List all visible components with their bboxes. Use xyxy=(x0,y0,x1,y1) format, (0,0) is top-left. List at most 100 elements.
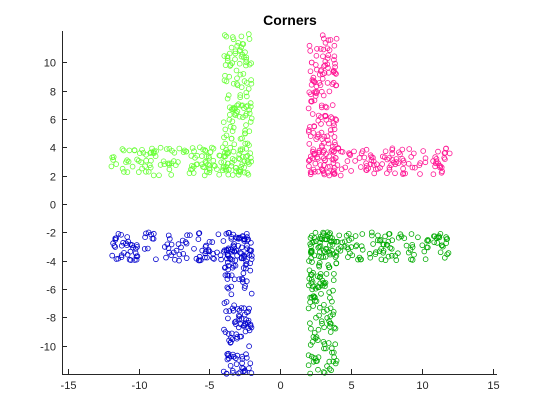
data-point xyxy=(339,149,346,155)
data-point xyxy=(372,251,379,258)
data-point xyxy=(244,245,250,252)
data-point xyxy=(222,264,229,271)
data-point xyxy=(224,284,231,291)
data-point xyxy=(245,319,251,326)
data-point xyxy=(322,62,328,68)
data-point xyxy=(220,248,227,255)
data-point xyxy=(248,115,255,122)
data-point xyxy=(388,252,395,259)
data-point xyxy=(240,279,246,285)
data-point xyxy=(217,153,223,159)
data-point xyxy=(348,235,355,242)
data-point xyxy=(321,341,328,347)
x-tick-label: 5 xyxy=(348,380,354,392)
data-point xyxy=(227,362,234,369)
data-point xyxy=(181,147,188,154)
data-point xyxy=(395,234,402,241)
data-point xyxy=(318,290,324,297)
data-point xyxy=(314,134,321,140)
data-point xyxy=(227,123,234,130)
data-point xyxy=(223,78,230,85)
data-point xyxy=(431,239,438,246)
data-point xyxy=(359,231,366,237)
data-point xyxy=(230,80,237,87)
data-point xyxy=(230,368,236,374)
data-point xyxy=(335,246,342,252)
data-point xyxy=(243,62,249,69)
data-point xyxy=(115,231,122,237)
data-point xyxy=(320,308,327,315)
data-point xyxy=(239,244,245,251)
data-point xyxy=(243,260,250,267)
data-point xyxy=(327,230,333,236)
data-point xyxy=(214,166,220,173)
data-point xyxy=(409,257,416,263)
data-point xyxy=(230,369,236,376)
data-point xyxy=(438,170,445,176)
data-point xyxy=(307,171,314,178)
data-point xyxy=(109,252,115,259)
data-point xyxy=(306,127,312,133)
data-point xyxy=(333,117,340,123)
data-point xyxy=(222,153,229,160)
data-point xyxy=(332,155,339,161)
data-point xyxy=(309,339,316,345)
data-point xyxy=(307,48,314,54)
data-point xyxy=(314,283,321,290)
data-point xyxy=(317,239,323,246)
data-point xyxy=(368,157,375,164)
data-point xyxy=(320,232,326,239)
data-point xyxy=(143,230,149,237)
data-point xyxy=(246,110,253,117)
data-point xyxy=(210,157,217,164)
data-point xyxy=(172,256,178,263)
data-point xyxy=(166,162,172,168)
data-point xyxy=(221,300,228,306)
data-point xyxy=(409,164,416,171)
data-point xyxy=(246,252,253,258)
data-point xyxy=(228,339,234,345)
data-point xyxy=(243,351,249,358)
data-point xyxy=(400,157,407,164)
data-point xyxy=(236,113,243,120)
data-point xyxy=(331,238,338,245)
data-point xyxy=(307,133,314,140)
data-point xyxy=(238,84,245,90)
data-point xyxy=(330,349,337,356)
data-point xyxy=(232,48,239,55)
data-point xyxy=(344,158,351,164)
data-point xyxy=(223,370,230,377)
data-point xyxy=(110,154,117,160)
data-point xyxy=(359,247,366,253)
data-point xyxy=(225,92,232,98)
data-point xyxy=(331,134,338,140)
data-point xyxy=(306,163,312,170)
data-point xyxy=(228,236,235,242)
data-point xyxy=(145,168,152,175)
data-point xyxy=(416,162,423,169)
data-point xyxy=(246,365,252,372)
data-point xyxy=(241,322,247,329)
data-point xyxy=(120,147,127,154)
data-point xyxy=(318,236,325,243)
data-point xyxy=(113,256,120,262)
data-point xyxy=(306,42,313,49)
data-point xyxy=(445,250,452,256)
data-point xyxy=(325,52,332,59)
data-point xyxy=(352,158,358,164)
data-point xyxy=(388,246,395,252)
data-point xyxy=(165,232,172,239)
data-point xyxy=(425,238,432,244)
data-point xyxy=(234,75,240,82)
data-point xyxy=(246,128,253,135)
data-point xyxy=(222,126,229,133)
data-point xyxy=(110,157,116,163)
data-point xyxy=(312,229,319,236)
data-point xyxy=(240,71,247,77)
data-point xyxy=(334,238,341,245)
data-point xyxy=(225,171,232,178)
data-point xyxy=(228,163,235,169)
data-point xyxy=(192,155,198,161)
data-point xyxy=(225,230,232,236)
chart-title: Corners xyxy=(263,12,317,28)
